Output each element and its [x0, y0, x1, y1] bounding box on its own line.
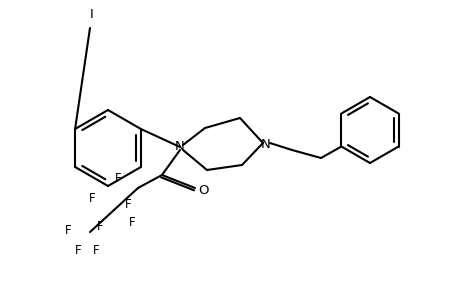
Text: F: F	[129, 215, 135, 229]
Text: F: F	[96, 220, 103, 232]
Text: N: N	[261, 139, 270, 152]
Text: F: F	[89, 191, 95, 205]
Text: F: F	[74, 244, 81, 256]
Text: I: I	[90, 8, 94, 20]
Text: F: F	[124, 197, 131, 211]
Text: F: F	[92, 244, 99, 256]
Text: O: O	[198, 184, 209, 196]
Text: N: N	[175, 140, 185, 154]
Text: F: F	[114, 172, 121, 184]
Text: F: F	[65, 224, 71, 236]
